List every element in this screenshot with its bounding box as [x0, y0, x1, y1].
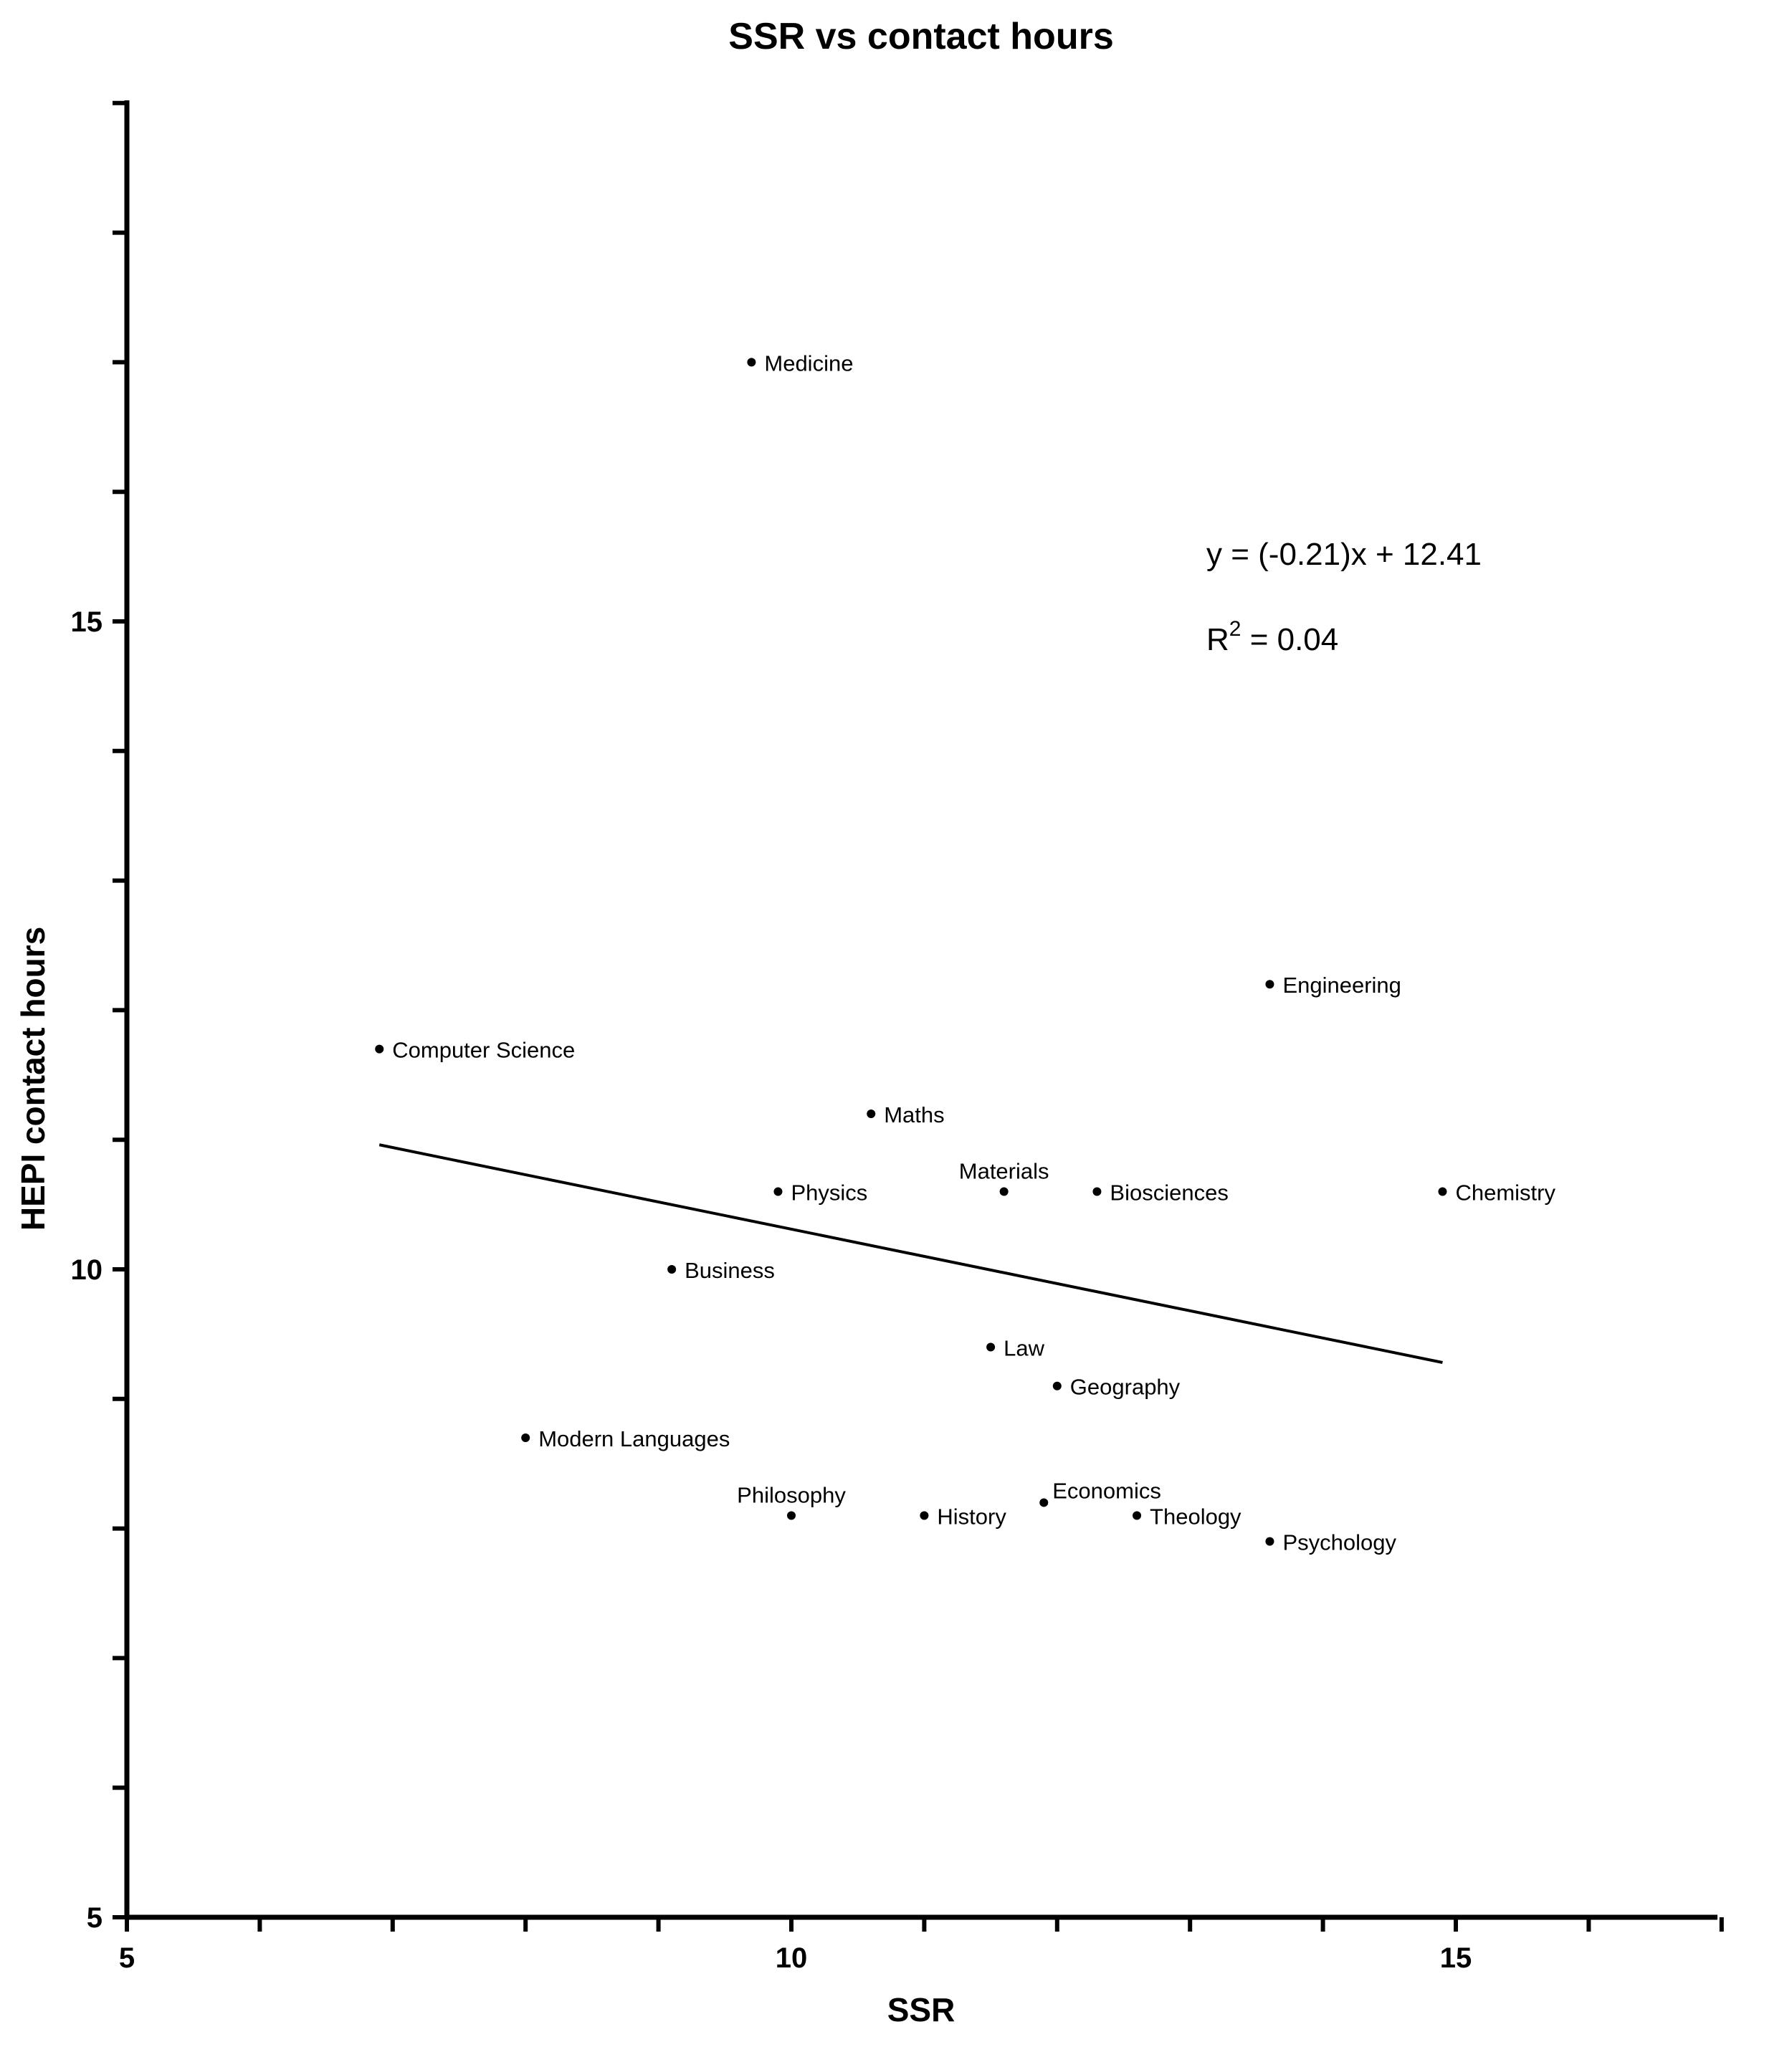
r-squared-value: = 0.04	[1241, 622, 1338, 657]
r-squared-annotation: R2 = 0.04	[1206, 617, 1338, 657]
data-point-modern-languages	[521, 1433, 530, 1443]
point-labels: Medicine Engineering Computer Science Maths…	[392, 350, 1555, 1555]
point-label-physics: Physics	[791, 1180, 867, 1206]
data-point-medicine	[747, 358, 756, 367]
point-label-chemistry: Chemistry	[1455, 1180, 1555, 1206]
svg-text:HEPI contact hours: HEPI contact hours	[14, 927, 52, 1231]
x-tick-label: 10	[776, 1942, 808, 1974]
data-point-law	[986, 1342, 996, 1352]
point-label-philosophy: Philosophy	[737, 1483, 846, 1508]
data-point-economics	[1039, 1498, 1049, 1507]
data-point-history	[920, 1511, 929, 1520]
data-point-psychology	[1265, 1537, 1274, 1546]
equation-annotation: y = (-0.21)x + 12.41	[1206, 537, 1482, 572]
y-ticks: 5 10 15	[71, 100, 127, 1934]
y-tick-label: 5	[87, 1902, 103, 1934]
point-label-computer-science: Computer Science	[392, 1038, 575, 1063]
point-label-business: Business	[685, 1258, 775, 1283]
y-tick-label: 10	[71, 1254, 103, 1286]
x-tick-label: 15	[1440, 1942, 1472, 1974]
point-label-biosciences: Biosciences	[1110, 1180, 1228, 1206]
data-point-business	[667, 1265, 677, 1274]
point-label-materials: Materials	[959, 1159, 1049, 1184]
x-tick-label: 5	[119, 1942, 135, 1974]
data-point-materials	[999, 1187, 1009, 1196]
point-label-engineering: Engineering	[1282, 973, 1401, 998]
point-label-maths: Maths	[884, 1102, 944, 1127]
data-point-physics	[773, 1187, 783, 1196]
data-points	[375, 358, 1447, 1546]
point-label-theology: Theology	[1150, 1504, 1241, 1530]
data-point-maths	[867, 1110, 876, 1119]
point-label-economics: Economics	[1052, 1478, 1161, 1503]
chart-title: SSR vs contact hours	[728, 16, 1113, 57]
y-tick-label: 15	[71, 606, 103, 638]
data-point-theology	[1133, 1511, 1142, 1520]
data-point-chemistry	[1438, 1187, 1447, 1196]
point-label-medicine: Medicine	[764, 350, 853, 376]
point-label-modern-languages: Modern Languages	[538, 1426, 730, 1451]
point-label-geography: Geography	[1070, 1375, 1181, 1400]
data-point-geography	[1052, 1381, 1062, 1390]
point-label-law: Law	[1004, 1335, 1044, 1360]
data-point-biosciences	[1092, 1187, 1102, 1196]
r-squared-superscript: 2	[1229, 617, 1241, 641]
x-axis-title: SSR	[887, 1991, 955, 2028]
trendline	[378, 1143, 1443, 1364]
data-point-engineering	[1265, 980, 1274, 989]
data-point-computer-science	[375, 1044, 384, 1054]
point-label-history: History	[937, 1504, 1006, 1530]
data-point-philosophy	[787, 1511, 796, 1520]
x-ticks: 5 10 15	[119, 1917, 1724, 1974]
r-squared-letter: R	[1206, 622, 1229, 657]
y-axis-title: HEPI contact hours	[14, 927, 52, 1231]
point-label-psychology: Psychology	[1282, 1530, 1396, 1555]
